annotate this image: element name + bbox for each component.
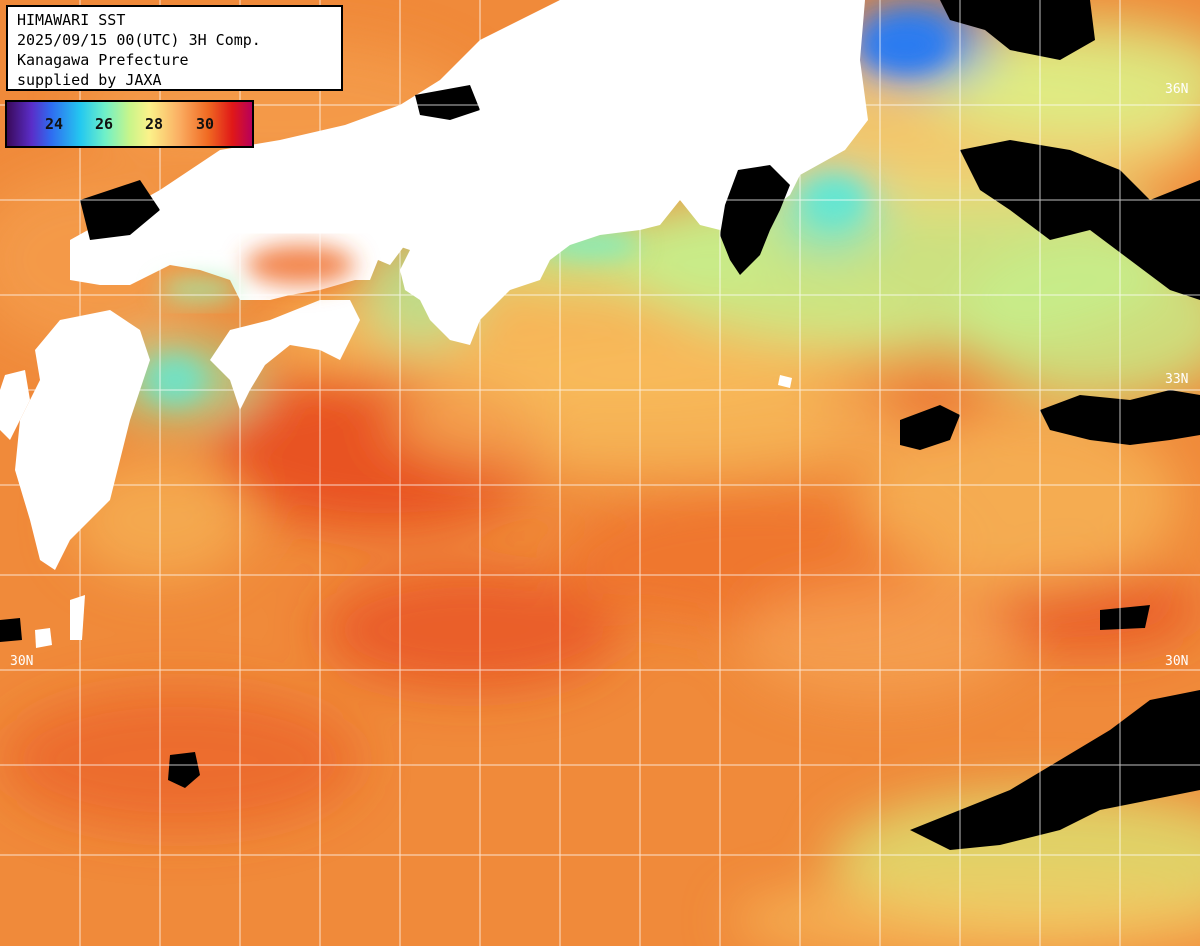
organization-line: Kanagawa Prefecture (17, 51, 189, 69)
shikoku (210, 300, 360, 410)
lat-label-30n-left: 30N (10, 654, 34, 669)
cloud-mid-east (900, 405, 960, 450)
kyushu (15, 310, 150, 570)
izu-island (778, 375, 792, 388)
cloud-east-band (960, 140, 1200, 300)
colorbar-tick-26: 26 (95, 115, 114, 133)
datetime-line: 2025/09/15 00(UTC) 3H Comp. (17, 31, 261, 49)
cloud-southeast (910, 690, 1200, 850)
cloud-kyushu-north (80, 180, 160, 240)
product-title: HIMAWARI SST (17, 11, 126, 29)
lat-label-36n: 36N (1165, 82, 1189, 97)
awaji (378, 230, 405, 265)
cloud-masks (0, 0, 1200, 850)
cloud-northwest-honshu (415, 85, 480, 120)
title-box: HIMAWARI SST 2025/09/15 00(UTC) 3H Comp.… (6, 5, 343, 91)
temperature-colorbar: 24 26 28 30 (5, 100, 254, 148)
western-isle (0, 370, 30, 440)
cloud-kanto (720, 165, 790, 275)
yakushima (35, 628, 52, 648)
tanegashima (70, 595, 85, 640)
credit-line: supplied by JAXA (17, 71, 162, 89)
colorbar-tick-30: 30 (196, 115, 215, 133)
cloud-west-small (0, 618, 22, 642)
cloud-northeast (940, 0, 1095, 60)
lat-label-30n-right: 30N (1165, 654, 1189, 669)
colorbar-tick-28: 28 (145, 115, 164, 133)
inland-sea-water (160, 245, 355, 302)
lat-label-33n: 33N (1165, 372, 1189, 387)
colorbar-tick-24: 24 (45, 115, 64, 133)
cloud-sw-patch (168, 752, 200, 788)
cloud-east-30n (1100, 605, 1150, 630)
